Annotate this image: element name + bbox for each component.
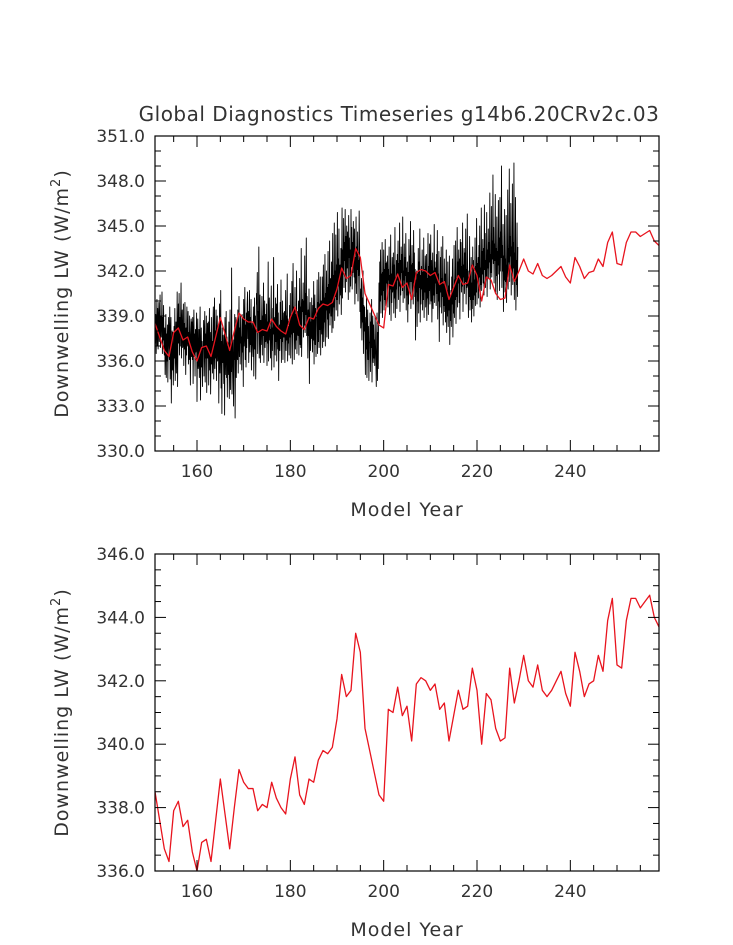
y-tick-label: 342.0: [96, 262, 145, 282]
series-line-annual: [155, 594, 659, 871]
y-axis-label-end: ): [51, 169, 73, 177]
x-tick-label: 180: [274, 462, 306, 482]
x-tick-label: 200: [367, 882, 399, 902]
y-tick-label: 336.0: [96, 862, 145, 882]
plot-frame: [154, 553, 660, 872]
y-tick-label: 333.0: [96, 397, 145, 417]
y-tick-label: 342.0: [96, 672, 145, 692]
x-tick-label: 160: [181, 882, 213, 902]
x-tick-label: 160: [181, 462, 213, 482]
series-line-annual: [155, 229, 659, 362]
y-axis-label-end: ): [51, 588, 73, 596]
y-tick-label: 344.0: [96, 608, 145, 628]
tick-labels: 160 180 200 220 240 336.0 338.0 340.0 342.0 344.0…: [96, 545, 586, 902]
x-tick-label: 220: [461, 462, 493, 482]
y-tick-label: 351.0: [96, 127, 145, 147]
x-tick-label: 240: [554, 462, 586, 482]
y-tick-label: 348.0: [96, 172, 145, 192]
y-axis-label: Downwelling LW (W/m2): [49, 588, 73, 837]
y-tick-label: 330.0: [96, 442, 145, 462]
y-tick-label: 339.0: [96, 307, 145, 327]
plot-area: [155, 162, 659, 419]
chart-panel-bottom: 160 180 200 220 240 336.0 338.0 340.0 342.0 344.0…: [49, 545, 660, 941]
axis-ticks: [155, 135, 659, 452]
chart-title: Global Diagnostics Timeseries g14b6.20CR…: [139, 102, 660, 126]
x-tick-label: 200: [367, 462, 399, 482]
chart-panel-top: 160 180 200 220 240 330.0 333.0 336.0 339.0 342.0…: [49, 127, 660, 521]
x-axis-label: Model Year: [350, 499, 463, 521]
y-tick-label: 338.0: [96, 799, 145, 819]
y-axis-label-main: Downwelling LW (W/m: [51, 187, 73, 418]
x-tick-label: 220: [461, 882, 493, 902]
axis-ticks: [155, 553, 659, 872]
x-tick-label: 180: [274, 882, 306, 902]
y-axis-label-main: Downwelling LW (W/m: [51, 606, 73, 837]
y-axis-label-sup: 2: [49, 597, 64, 606]
y-axis-label-sup: 2: [49, 178, 64, 187]
series-line-monthly: [155, 162, 519, 419]
tick-labels: 160 180 200 220 240 330.0 333.0 336.0 339.0 342.0…: [96, 127, 586, 482]
plot-area: [155, 594, 659, 871]
x-axis-label: Model Year: [350, 919, 463, 941]
y-tick-label: 340.0: [96, 735, 145, 755]
y-tick-label: 345.0: [96, 217, 145, 237]
y-tick-label: 346.0: [96, 545, 145, 565]
y-axis-label: Downwelling LW (W/m2): [49, 169, 73, 418]
y-tick-label: 336.0: [96, 352, 145, 372]
x-tick-label: 240: [554, 882, 586, 902]
